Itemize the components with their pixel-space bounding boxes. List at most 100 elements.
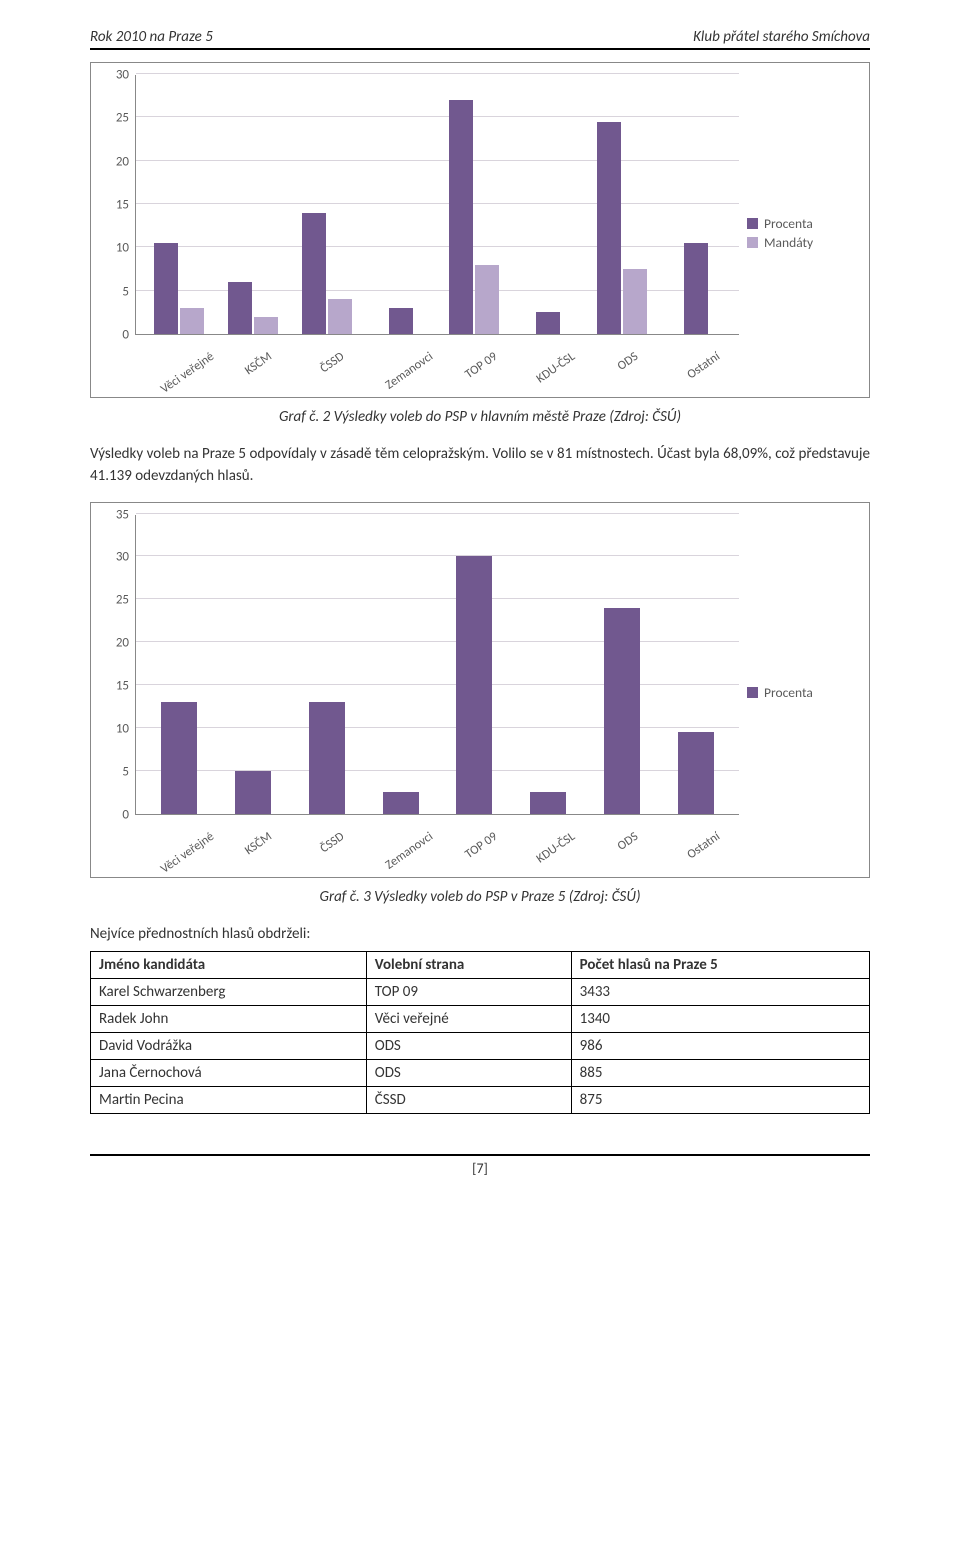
y-tick-label: 10 (116, 241, 129, 256)
table-cell: ODS (366, 1033, 571, 1060)
bar-group (438, 515, 512, 814)
table-cell: 3433 (571, 979, 869, 1006)
y-tick-label: 25 (116, 111, 129, 126)
table-header-cell: Volební strana (366, 952, 571, 979)
y-tick-label: 25 (116, 593, 129, 608)
y-tick-label: 30 (116, 68, 129, 83)
table-row: Radek JohnVěci veřejné1340 (91, 1006, 870, 1033)
bar-group (585, 515, 659, 814)
table-cell: ODS (366, 1060, 571, 1087)
chart-2-y-axis: 05101520253035 (101, 515, 135, 815)
table-cell: Věci veřejné (366, 1006, 571, 1033)
x-tick-label: ČSSD (317, 349, 347, 376)
legend-label: Procenta (764, 215, 813, 232)
legend-item: Procenta (747, 215, 859, 232)
results-table: Jméno kandidátaVolební stranaPočet hlasů… (90, 951, 870, 1114)
y-tick-label: 0 (122, 328, 129, 343)
x-tick-label: Ostatní (684, 828, 723, 861)
bar-group (659, 75, 733, 334)
page-header: Rok 2010 na Praze 5 Klub přátel starého … (90, 28, 870, 50)
y-tick-label: 30 (116, 550, 129, 565)
page-number: [7] (472, 1160, 488, 1177)
x-tick-label: ČSSD (317, 828, 347, 855)
bar-group (216, 515, 290, 814)
chart-2-legend: Procenta (739, 682, 859, 703)
x-tick-label: ODS (615, 828, 641, 853)
bar (623, 269, 647, 334)
bar-group (364, 515, 438, 814)
bar-group (290, 515, 364, 814)
bar (678, 732, 714, 813)
y-tick-label: 35 (116, 507, 129, 522)
chart-1-plot-area (135, 75, 739, 335)
chart-2-plot-area (135, 515, 739, 815)
bar (604, 608, 640, 814)
y-tick-label: 15 (116, 198, 129, 213)
table-row: Martin PecinaČSSD875 (91, 1087, 870, 1114)
bar-group (585, 75, 659, 334)
x-tick-label: KSČM (242, 828, 275, 857)
bar-group (511, 75, 585, 334)
table-cell: 986 (571, 1033, 869, 1060)
y-tick-label: 15 (116, 678, 129, 693)
bar (684, 243, 708, 334)
table-cell: ČSSD (366, 1087, 571, 1114)
y-tick-label: 5 (122, 284, 129, 299)
legend-swatch (747, 237, 758, 248)
chart-1: 051015202530 Věci veřejnéKSČMČSSDZemanov… (90, 62, 870, 398)
bar (228, 282, 252, 334)
legend-label: Procenta (764, 684, 813, 701)
header-left: Rok 2010 na Praze 5 (90, 28, 213, 46)
legend-item: Mandáty (747, 234, 859, 251)
table-cell: 885 (571, 1060, 869, 1087)
bar-group (511, 515, 585, 814)
bar-group (438, 75, 512, 334)
table-cell: TOP 09 (366, 979, 571, 1006)
bar (475, 265, 499, 334)
chart-2-x-labels: Věci veřejnéKSČMČSSDZemanovciTOP 09KDU-Č… (135, 815, 739, 871)
table-cell: 1340 (571, 1006, 869, 1033)
x-tick-label: Ostatní (684, 349, 723, 382)
table-header-cell: Počet hlasů na Praze 5 (571, 952, 869, 979)
legend-label: Mandáty (764, 234, 813, 251)
bar (302, 213, 326, 334)
legend-item: Procenta (747, 684, 859, 701)
x-tick-label: Věci veřejné (158, 349, 217, 397)
y-tick-label: 20 (116, 636, 129, 651)
x-tick-label: Zemanovci (382, 828, 435, 872)
page-footer: [7] (90, 1154, 870, 1177)
x-tick-label: KDU-ČSL (534, 828, 578, 865)
bar (254, 317, 278, 334)
table-row: Karel SchwarzenbergTOP 093433 (91, 979, 870, 1006)
header-right: Klub přátel starého Smíchova (693, 28, 870, 46)
bar (383, 792, 419, 813)
table-row: David VodrážkaODS986 (91, 1033, 870, 1060)
bar (235, 771, 271, 814)
bar (536, 312, 560, 334)
x-tick-label: Věci veřejné (158, 828, 217, 876)
bar (180, 308, 204, 334)
bar-group (216, 75, 290, 334)
table-cell: David Vodrážka (91, 1033, 367, 1060)
chart-2: 05101520253035 Věci veřejnéKSČMČSSDZeman… (90, 502, 870, 878)
bar (161, 702, 197, 813)
x-tick-label: KSČM (242, 349, 275, 378)
x-tick-label: KDU-ČSL (534, 349, 578, 386)
table-row: Jana ČernochováODS885 (91, 1060, 870, 1087)
chart-1-caption: Graf č. 2 Výsledky voleb do PSP v hlavní… (90, 408, 870, 426)
y-tick-label: 0 (122, 807, 129, 822)
bar (530, 792, 566, 813)
y-tick-label: 5 (122, 764, 129, 779)
chart-1-y-axis: 051015202530 (101, 75, 135, 335)
x-tick-label: TOP 09 (462, 828, 500, 861)
y-tick-label: 20 (116, 154, 129, 169)
x-tick-label: ODS (615, 349, 641, 374)
chart-2-caption: Graf č. 3 Výsledky voleb do PSP v Praze … (90, 888, 870, 906)
table-cell: Martin Pecina (91, 1087, 367, 1114)
chart-1-legend: Procenta Mandáty (739, 213, 859, 253)
bar-group (659, 515, 733, 814)
bar (597, 122, 621, 334)
bar (389, 308, 413, 334)
chart-1-x-labels: Věci veřejnéKSČMČSSDZemanovciTOP 09KDU-Č… (135, 335, 739, 391)
bar-group (364, 75, 438, 334)
